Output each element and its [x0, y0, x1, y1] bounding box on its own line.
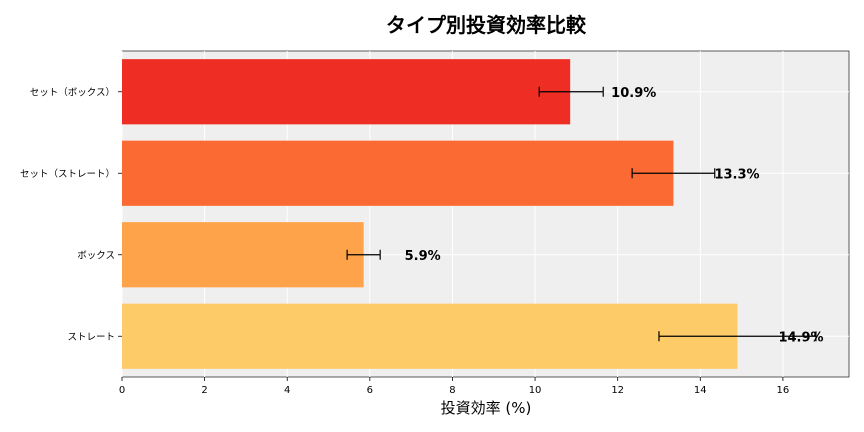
x-tick-label: 12 — [611, 385, 624, 396]
bar — [122, 222, 364, 288]
y-tick-label: セット（ボックス） — [30, 86, 115, 98]
data-label: 14.9% — [778, 330, 823, 345]
data-labels: 10.9% 13.3% 5.9% 14.9% — [405, 86, 824, 346]
y-tick-label: ストレート — [67, 332, 115, 343]
x-axis-label: 投資効率 (%) — [441, 399, 532, 417]
bar — [122, 59, 571, 125]
y-tick-label: ボックス — [77, 250, 115, 261]
x-tick-label: 8 — [449, 385, 455, 396]
data-label: 10.9% — [611, 86, 656, 101]
x-tick-label: 6 — [367, 385, 373, 396]
x-tick-label: 16 — [777, 385, 790, 396]
y-tick-label: セット（ストレート） — [20, 168, 115, 180]
bars — [122, 59, 738, 369]
bar — [122, 303, 738, 369]
x-tick-label: 4 — [284, 385, 290, 396]
x-tick-label: 2 — [201, 385, 207, 396]
x-tick-label: 0 — [119, 385, 125, 396]
bar — [122, 140, 674, 206]
data-label: 5.9% — [405, 249, 441, 264]
x-axis: 0 2 4 6 8 10 12 14 16 — [119, 377, 789, 396]
chart-title: タイプ別投資効率比較 — [386, 13, 587, 37]
x-tick-label: 10 — [529, 385, 542, 396]
data-label: 13.3% — [714, 167, 759, 182]
error-bars — [346, 86, 817, 342]
x-tick-label: 14 — [694, 385, 707, 396]
